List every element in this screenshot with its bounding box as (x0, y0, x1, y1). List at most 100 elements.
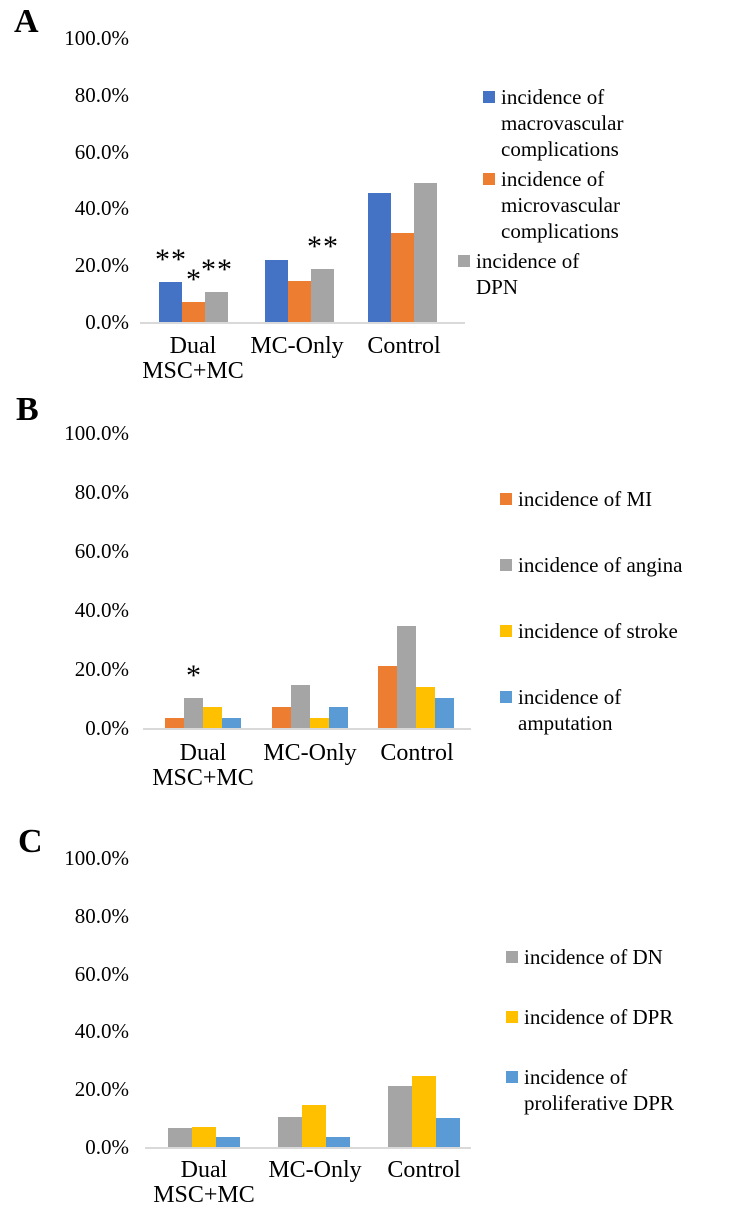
legend-swatch-icon (483, 173, 495, 185)
bar-incidence-of-DPN (205, 292, 228, 322)
y-axis-tick-label: 40.0% (74, 1019, 129, 1043)
y-axis-tick-label: 40.0% (74, 598, 129, 622)
y-axis-tick-label: 100.0% (64, 846, 129, 870)
bar-incidence-of-stroke (310, 718, 329, 728)
legend-swatch-icon (483, 91, 495, 103)
legend-swatch-icon (500, 691, 512, 703)
bar-incidence-of-amputation (329, 707, 348, 728)
legend-swatch-icon (506, 951, 518, 963)
bar-incidence-of-macrovascular-complications (265, 260, 288, 322)
bar-incidence-of-DN (168, 1128, 192, 1147)
y-axis-tick-label: 80.0% (74, 904, 129, 928)
bar-incidence-of-microvascular-complications (182, 302, 205, 322)
significance-mark: * (186, 659, 202, 692)
y-axis-tick-label: 0.0% (85, 310, 129, 334)
plot-area-panel-a: ** * ** ** (140, 38, 465, 324)
legend-panel-a: incidence of macrovascular complications… (458, 84, 641, 300)
significance-mark: ** (201, 253, 233, 286)
bar-incidence-of-microvascular-complications (288, 281, 311, 322)
x-axis-category-label: Dual MSC+MC (153, 1157, 255, 1208)
bar-incidence-of-DPN (311, 269, 334, 322)
legend-item: incidence of microvascular complications (483, 166, 641, 244)
legend-swatch-icon (500, 625, 512, 637)
legend-item: incidence of DN (506, 944, 699, 970)
y-axis-tick-label: 20.0% (74, 657, 129, 681)
legend-label: incidence of angina (518, 553, 683, 577)
legend-label: incidence of proliferative DPR (524, 1065, 674, 1115)
legend-panel-c: incidence of DN incidence of DPR incidence… (506, 944, 699, 1116)
legend-swatch-icon (458, 255, 470, 267)
legend-swatch-icon (500, 493, 512, 505)
y-axis-tick-label: 80.0% (74, 83, 129, 107)
legend-swatch-icon (506, 1011, 518, 1023)
legend-item: incidence of MI (500, 486, 713, 512)
x-axis-category-label: Control (380, 740, 454, 766)
plot-area-panel-b: * (143, 433, 471, 730)
y-axis-tick-label: 40.0% (74, 196, 129, 220)
bar-incidence-of-microvascular-complications (391, 233, 414, 322)
panel-label-a: A (14, 3, 39, 40)
y-axis-tick-label: 20.0% (74, 253, 129, 277)
bar-incidence-of-MI (378, 666, 397, 728)
bar-incidence-of-DN (278, 1117, 302, 1147)
bar-incidence-of-stroke (203, 707, 222, 728)
significance-mark: ** (155, 243, 187, 276)
bar-incidence-of-MI (272, 707, 291, 728)
legend-label: incidence of microvascular complications (501, 167, 620, 243)
bar-incidence-of-proliferative-DPR (436, 1118, 460, 1147)
legend-label: incidence of DN (524, 945, 663, 969)
bar-incidence-of-macrovascular-complications (368, 193, 391, 322)
y-axis-tick-label: 0.0% (85, 1135, 129, 1159)
bar-incidence-of-DPR (412, 1076, 436, 1147)
x-axis-category-label: Dual MSC+MC (152, 740, 254, 791)
plot-area-panel-c (145, 858, 471, 1149)
legend-item: incidence of amputation (500, 684, 713, 736)
legend-label: incidence of macrovascular complications (501, 85, 624, 161)
legend-item: incidence of macrovascular complications (483, 84, 641, 162)
legend-swatch-icon (500, 559, 512, 571)
y-axis-tick-label: 60.0% (74, 140, 129, 164)
bar-incidence-of-DPR (302, 1105, 326, 1147)
y-axis-tick-label: 20.0% (74, 1077, 129, 1101)
y-axis-tick-label: 100.0% (64, 26, 129, 50)
bar-incidence-of-amputation (435, 698, 454, 728)
y-axis-tick-label: 80.0% (74, 480, 129, 504)
bar-incidence-of-angina (184, 698, 203, 728)
legend-label: incidence of DPR (524, 1005, 674, 1029)
bar-incidence-of-proliferative-DPR (326, 1137, 350, 1147)
legend-item: incidence of stroke (500, 618, 713, 644)
panel-label-b: B (16, 391, 39, 428)
y-axis-tick-label: 0.0% (85, 716, 129, 740)
significance-mark: ** (307, 230, 339, 263)
y-axis-tick-label: 100.0% (64, 421, 129, 445)
panel-label-c: C (18, 823, 43, 860)
legend-swatch-icon (506, 1071, 518, 1083)
x-axis-category-label: MC-Only (250, 333, 344, 359)
legend-item: incidence of proliferative DPR (506, 1064, 699, 1116)
bar-incidence-of-angina (291, 685, 310, 728)
bar-incidence-of-macrovascular-complications (159, 282, 182, 322)
significance-mark: * (186, 263, 202, 296)
x-axis-category-label: Control (387, 1157, 461, 1183)
bar-incidence-of-DPN (414, 183, 437, 322)
x-axis-category-label: Dual MSC+MC (142, 333, 244, 384)
bar-incidence-of-MI (165, 718, 184, 728)
x-axis-category-label: MC-Only (268, 1157, 362, 1183)
legend-item: incidence of angina (500, 552, 713, 578)
legend-label: incidence of stroke (518, 619, 678, 643)
x-axis-category-label: Control (367, 333, 441, 359)
bar-incidence-of-amputation (222, 718, 241, 728)
legend-label: incidence of MI (518, 487, 653, 511)
bar-incidence-of-angina (397, 626, 416, 728)
legend-item: incidence of DPN (458, 248, 641, 300)
bar-incidence-of-stroke (416, 687, 435, 728)
bar-incidence-of-DPR (192, 1127, 216, 1147)
legend-label: incidence of amputation (518, 685, 622, 735)
bar-incidence-of-DN (388, 1086, 412, 1147)
legend-item: incidence of DPR (506, 1004, 699, 1030)
bar-incidence-of-proliferative-DPR (216, 1137, 240, 1147)
y-axis-tick-label: 60.0% (74, 962, 129, 986)
x-axis-category-label: MC-Only (263, 740, 357, 766)
y-axis-tick-label: 60.0% (74, 539, 129, 563)
